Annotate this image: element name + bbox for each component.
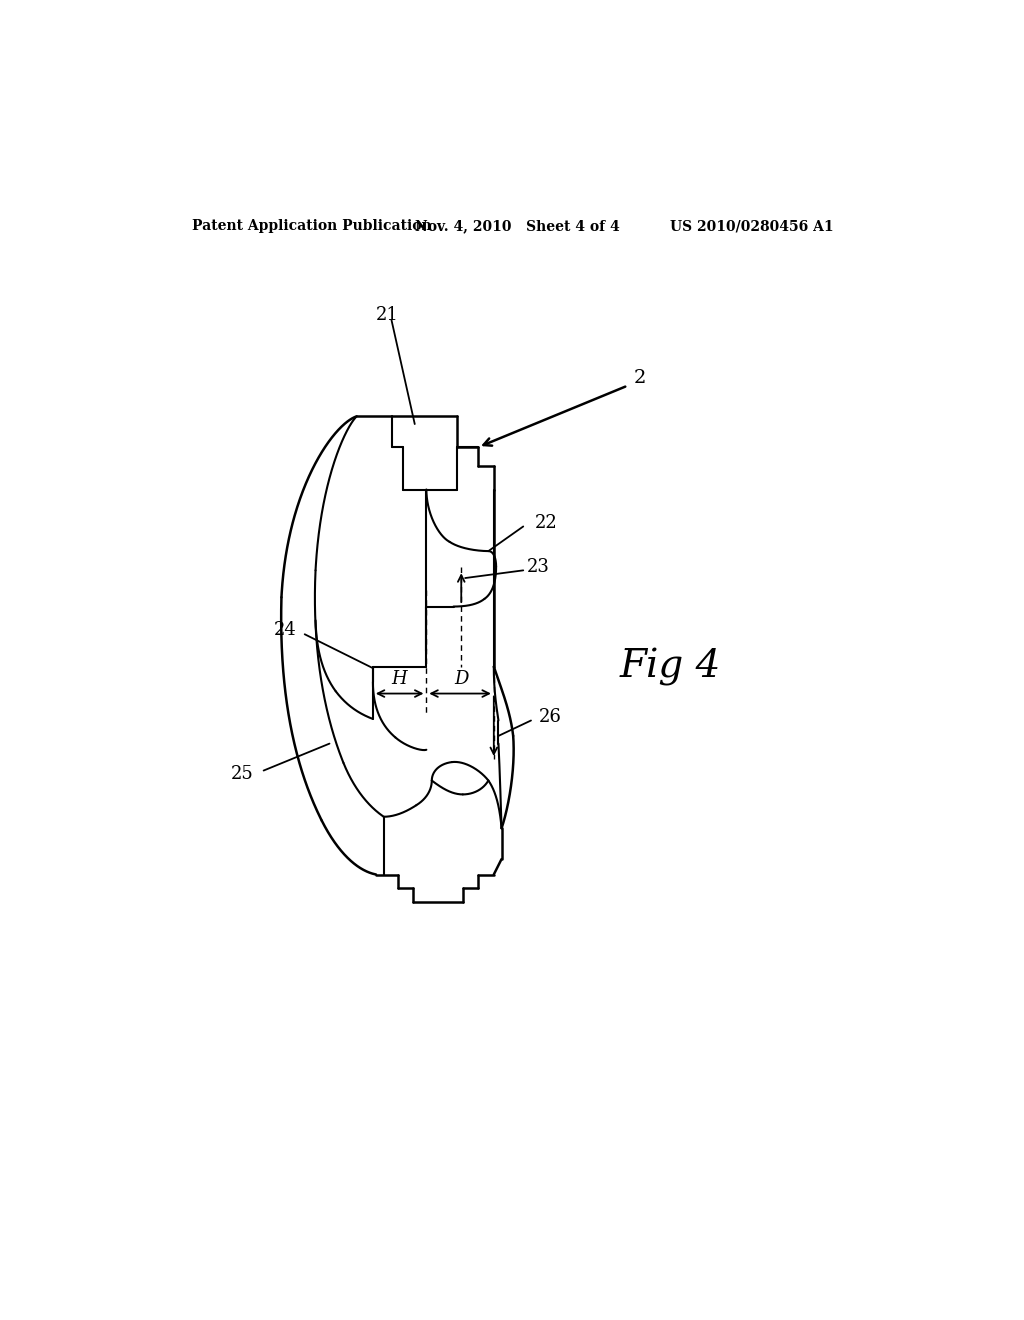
Text: 25: 25 — [230, 766, 254, 783]
Text: 22: 22 — [535, 513, 558, 532]
Text: Patent Application Publication: Patent Application Publication — [191, 219, 431, 234]
Text: 21: 21 — [376, 306, 399, 323]
Text: Fig 4: Fig 4 — [620, 648, 721, 685]
Text: 26: 26 — [539, 708, 561, 726]
Text: H: H — [391, 671, 408, 688]
Text: 23: 23 — [527, 557, 550, 576]
Text: 2: 2 — [633, 368, 646, 387]
Text: US 2010/0280456 A1: US 2010/0280456 A1 — [671, 219, 835, 234]
Text: D: D — [454, 671, 468, 688]
Text: 24: 24 — [274, 620, 297, 639]
Text: Nov. 4, 2010   Sheet 4 of 4: Nov. 4, 2010 Sheet 4 of 4 — [415, 219, 620, 234]
